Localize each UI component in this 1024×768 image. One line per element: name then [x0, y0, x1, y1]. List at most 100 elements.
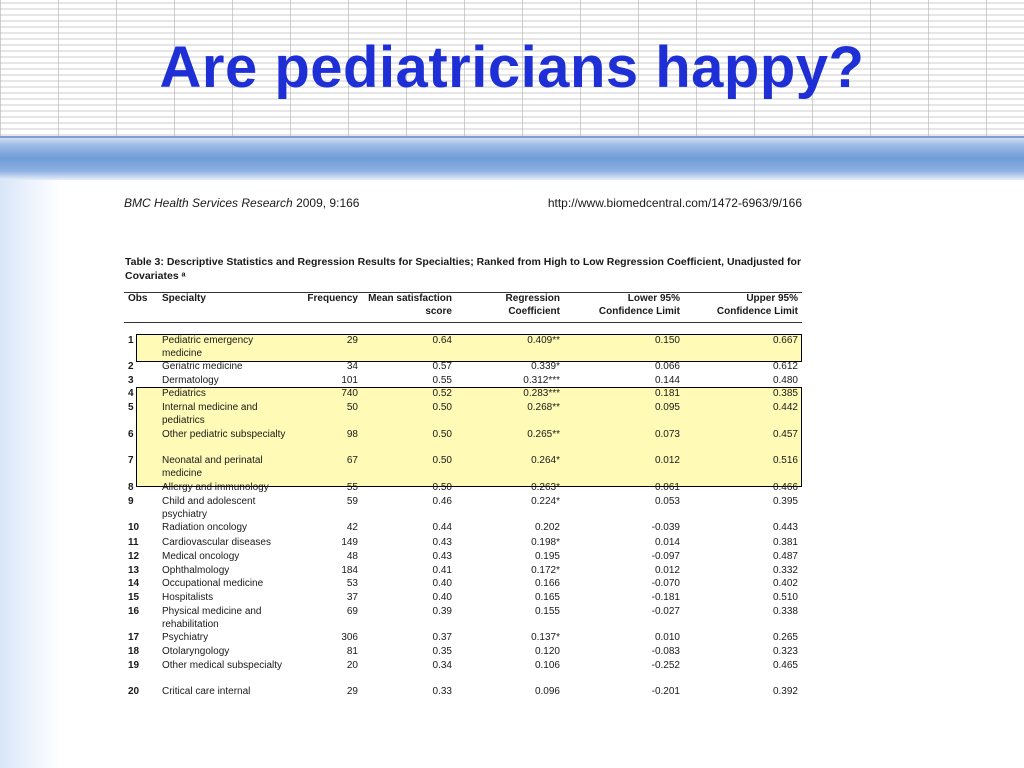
header-frequency: Frequency: [307, 293, 358, 304]
frequency-cell: 29: [346, 335, 358, 346]
frequency-cell: 306: [341, 632, 358, 643]
obs-cell: 20: [128, 686, 140, 694]
lower-limit-cell: 0.012: [654, 455, 680, 466]
upper-limit-cell: 0.385: [772, 388, 798, 399]
mean-score-cell: 0.41: [432, 565, 452, 576]
specialty-cell: Other medical subspecialty: [162, 660, 283, 671]
mean-score-cell: 0.52: [432, 388, 452, 399]
specialty-cell: Neonatal and perinatal medicine: [162, 455, 263, 479]
mean-score-cell: 0.39: [432, 606, 452, 617]
specialty-cell: Allergy and immunology: [162, 482, 269, 493]
upper-limit-cell: 0.323: [772, 646, 798, 657]
journal-name: BMC Health Services Research: [124, 196, 293, 210]
lower-limit-cell: 0.053: [654, 496, 680, 507]
lower-limit-cell: 0.014: [654, 537, 680, 548]
specialty-cell: Dermatology: [162, 375, 219, 386]
coefficient-cell: 0.263*: [531, 482, 560, 493]
obs-cell: 1: [128, 335, 134, 346]
frequency-cell: 67: [346, 455, 358, 466]
lower-limit-cell: 0.095: [654, 402, 680, 413]
upper-limit-cell: 0.442: [772, 402, 798, 413]
coefficient-cell: 0.264*: [531, 455, 560, 466]
mean-score-cell: 0.33: [432, 686, 452, 694]
frequency-cell: 37: [346, 592, 358, 603]
specialty-cell: Medical oncology: [162, 551, 240, 562]
lower-limit-cell: 0.144: [654, 375, 680, 386]
obs-cell: 6: [128, 429, 134, 440]
table-row: 7 Neonatal and perinatal medicine 67 0.50 0.…: [124, 454, 804, 480]
lower-limit-cell: 0.061: [654, 482, 680, 493]
mean-score-cell: 0.50: [432, 455, 452, 466]
table-row: 10 Radiation oncology 42 0.44 0.202 -0.039 0.4…: [124, 521, 804, 547]
coefficient-cell: 0.265**: [527, 429, 560, 440]
specialty-cell: Physical medicine and rehabilitation: [162, 606, 262, 630]
coefficient-cell: 0.339*: [531, 361, 560, 372]
coefficient-cell: 0.155: [534, 606, 560, 617]
obs-cell: 8: [128, 482, 134, 493]
lower-limit-cell: -0.027: [651, 606, 680, 617]
frequency-cell: 740: [341, 388, 358, 399]
mean-score-cell: 0.50: [432, 482, 452, 493]
upper-limit-cell: 0.392: [772, 686, 798, 694]
frequency-cell: 55: [346, 482, 358, 493]
obs-cell: 13: [128, 565, 140, 576]
mean-score-cell: 0.37: [432, 632, 452, 643]
lower-limit-cell: 0.073: [654, 429, 680, 440]
header-lower: Lower 95% Confidence Limit: [599, 292, 680, 318]
obs-cell: 9: [128, 496, 134, 507]
lower-limit-cell: 0.150: [654, 335, 680, 346]
header-mean: Mean satisfaction score: [368, 292, 452, 318]
journal-url: http://www.biomedcentral.com/1472-6963/9…: [547, 196, 802, 210]
lower-limit-cell: 0.010: [654, 632, 680, 643]
upper-limit-cell: 0.338: [772, 606, 798, 617]
table-row: 11 Cardiovascular diseases 149 0.43 0.198* 0.…: [124, 536, 804, 562]
upper-limit-cell: 0.332: [772, 565, 798, 576]
document-image: BMC Health Services Research 2009, 9:166…: [112, 186, 842, 694]
coefficient-cell: 0.120: [534, 646, 560, 657]
specialty-cell: Hospitalists: [162, 592, 214, 603]
coefficient-cell: 0.198*: [531, 537, 560, 548]
specialty-cell: Internal medicine and pediatrics: [162, 402, 258, 426]
upper-limit-cell: 0.395: [772, 496, 798, 507]
header-upper-line2: Confidence Limit: [716, 306, 798, 317]
table-header-rule: [124, 322, 802, 323]
specialty-cell: Pediatric emergency medicine: [162, 335, 254, 359]
table-row: 8 Allergy and immunology 55 0.50 0.263* 0.061…: [124, 481, 804, 507]
highlight-box-1: [136, 334, 802, 362]
mean-score-cell: 0.50: [432, 402, 452, 413]
table-top-rule: [124, 292, 802, 293]
highlight-box-2: [136, 387, 802, 487]
frequency-cell: 98: [346, 429, 358, 440]
obs-cell: 5: [128, 402, 134, 413]
lower-limit-cell: -0.181: [651, 592, 680, 603]
table-row: 14 Occupational medicine 53 0.40 0.166 -0.070…: [124, 577, 804, 603]
obs-cell: 12: [128, 551, 140, 562]
coefficient-cell: 0.137*: [531, 632, 560, 643]
mean-score-cell: 0.57: [432, 361, 452, 372]
table-row: 4 Pediatrics 740 0.52 0.283*** 0.181 0.385: [124, 387, 804, 413]
mean-score-cell: 0.44: [432, 522, 452, 533]
frequency-cell: 184: [341, 565, 358, 576]
frequency-cell: 101: [341, 375, 358, 386]
header-obs: Obs: [128, 293, 148, 304]
frequency-cell: 53: [346, 578, 358, 589]
coefficient-cell: 0.165: [534, 592, 560, 603]
table-row: 3 Dermatology 101 0.55 0.312*** 0.144 0.480: [124, 374, 804, 400]
lower-limit-cell: -0.252: [651, 660, 680, 671]
upper-limit-cell: 0.465: [772, 660, 798, 671]
specialty-cell: Other pediatric subspecialty: [162, 429, 286, 440]
obs-cell: 3: [128, 375, 134, 386]
specialty-cell: Radiation oncology: [162, 522, 248, 533]
lower-limit-cell: 0.181: [654, 388, 680, 399]
coefficient-cell: 0.202: [534, 522, 560, 533]
specialty-cell: Otolaryngology: [162, 646, 230, 657]
obs-cell: 16: [128, 606, 140, 617]
specialty-cell: Psychiatry: [162, 632, 209, 643]
header-specialty: Specialty: [162, 293, 206, 304]
header-lower-line1: Lower 95%: [627, 293, 680, 304]
mean-score-cell: 0.55: [432, 375, 452, 386]
frequency-cell: 48: [346, 551, 358, 562]
specialty-cell: Ophthalmology: [162, 565, 230, 576]
frequency-cell: 20: [346, 660, 358, 671]
obs-cell: 18: [128, 646, 140, 657]
